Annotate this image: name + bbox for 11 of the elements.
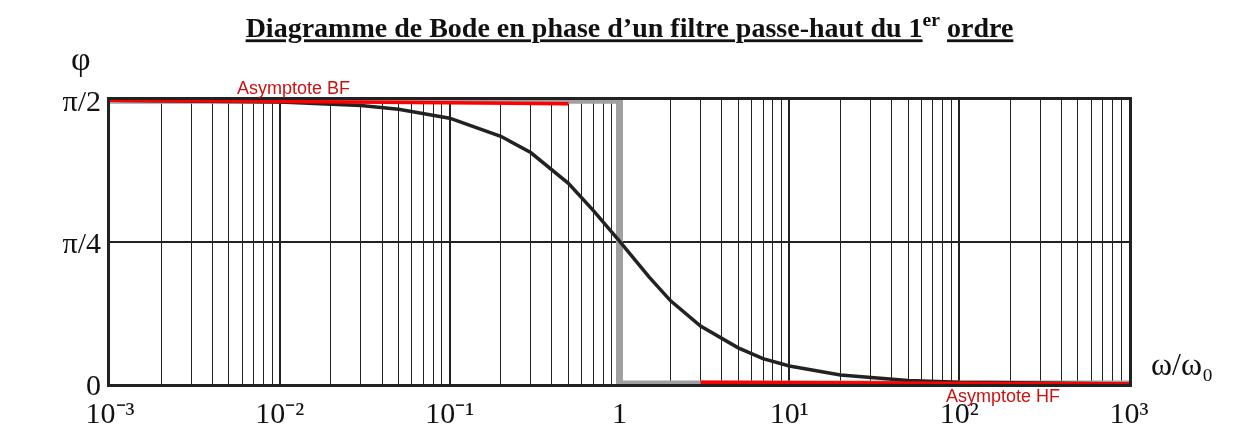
y-tick-label: π/4 — [62, 225, 101, 259]
y-tick-label: π/2 — [62, 83, 101, 117]
x-tick-label: 10³ — [1109, 396, 1149, 429]
annotation: Asymptote BF — [237, 78, 351, 98]
x-tick-label: 10⁻¹ — [425, 396, 475, 429]
x-tick-label: 1 — [612, 396, 627, 429]
y-axis-title: φ — [71, 40, 91, 77]
chart-title: Diagramme de Bode en phase d’un filtre passe-haut du 1$^{er}$ ordre — [245, 8, 1014, 44]
x-tick-label: 10¹ — [769, 396, 809, 429]
x-axis-title: ω/ω₀ — [1151, 346, 1214, 382]
x-tick-label: 10⁻² — [255, 396, 305, 429]
